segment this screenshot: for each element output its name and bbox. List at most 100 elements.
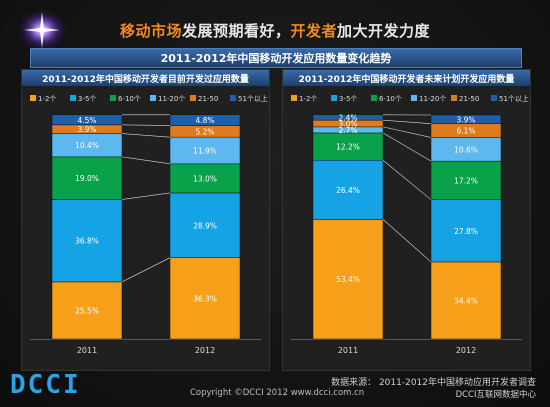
company-name: DCCI互联网数据中心 [455,390,536,400]
legend-item: 1-2个 [291,95,317,103]
data-label: 3.0% [338,120,357,129]
legend-item: 51个以上 [491,94,529,103]
legend-item: 3-5个 [70,95,96,103]
bar-segment [51,156,123,200]
bar-segment [169,114,241,126]
legend-label: 11-20个 [419,95,446,103]
category-label: 2011 [77,346,97,355]
legend-label: 51个以上 [238,94,268,103]
bar-segment [169,136,241,165]
legend-swatch [491,95,497,101]
legend-label: 11-20个 [158,95,185,103]
bar-segment [312,132,384,161]
connector-line [382,160,432,200]
legend-swatch [331,95,337,101]
bar-segment [169,257,241,340]
connector-line [121,133,171,138]
data-label: 2.7% [338,126,357,135]
panel-title-bar: 2011-2012年中国移动开发者目前开发过应用数量 [22,70,269,86]
data-label: 28.9% [193,221,217,230]
bar-segment [169,192,241,258]
dcci-logo: DCCI [10,370,81,400]
legend-label: 3-5个 [78,95,96,103]
data-label: 3.9% [456,115,475,124]
stacked-bar-chart-planned: 1-2个 3-5个 6-10个 11-20个 21-50 51个以上 53.4% 26.4% 1… [283,86,530,370]
legend-item: 3-5个 [331,95,357,103]
legend-item: 6-10个 [110,95,141,103]
bar-segment [169,163,241,194]
legend-item: 1-2个 [30,95,56,103]
connector-line [382,119,432,125]
data-label: 17.2% [454,176,478,185]
connector-line [121,192,171,200]
title-part: 开发者 [290,22,338,40]
title-part: 移动市场 [119,22,182,40]
data-label: 10.4% [75,141,99,150]
legend-swatch [70,95,76,101]
title-part: 发展预期看好， [181,22,291,40]
connector-line [382,126,432,138]
data-label: 5.2% [195,127,214,136]
legend-swatch [190,95,196,101]
connector-line [121,124,171,126]
chart-panel-current: 2011-2012年中国移动开发者目前开发过应用数量 1-2个 3-5个 6-10个… [21,69,270,371]
connector-line [121,156,171,165]
page-title: 移动市场发展预期看好，开发者加大开发力度 [0,20,550,41]
legend-label: 21-50 [198,95,218,103]
data-label: 6.1% [456,127,475,136]
data-label: 12.2% [336,143,360,152]
legend-item: 21-50 [451,95,479,103]
legend-label: 6-10个 [118,95,141,103]
data-label: 19.0% [75,174,99,183]
data-label: 10.6% [454,145,478,154]
bar-segment [312,159,384,220]
logo-text: DCCI [10,370,81,400]
legend-swatch [30,95,36,101]
copyright: Copyright ©DCCI 2012 www.dcci.com.cn [190,388,365,398]
subtitle: 2011-2012年中国移动开发应用数量变化趋势 [160,52,392,65]
data-label: 4.5% [77,116,96,125]
legend-label: 1-2个 [299,95,317,103]
legend-swatch [411,95,417,101]
legend-swatch [150,95,156,101]
legend-item: 6-10个 [371,95,402,103]
data-label: 34.4% [454,296,478,305]
data-label: 2.4% [338,113,357,122]
bar-segment [51,114,123,126]
data-label: 36.8% [75,237,99,246]
connector-line [382,132,432,162]
stacked-bar-chart-current: 1-2个 3-5个 6-10个 11-20个 21-50 51个以上 25.5% 36.8% 1… [22,86,269,370]
title-part: 加大开发力度 [337,22,431,40]
data-label: 36.3% [193,294,217,303]
data-label: 13.0% [193,174,217,183]
legend-swatch [371,95,377,101]
legend-swatch [110,95,116,101]
legend-label: 51个以上 [499,94,529,103]
legend-label: 21-50 [459,95,479,103]
legend-swatch [230,95,236,101]
legend-swatch [291,95,297,101]
data-label: 11.9% [193,147,217,156]
connector-line [382,219,432,263]
legend-item: 51个以上 [230,94,268,103]
bar-segment [430,114,502,124]
legend-label: 3-5个 [339,95,357,103]
connector-line [121,257,171,283]
bar-segment [51,199,123,283]
legend-item: 21-50 [190,95,218,103]
data-label: 27.8% [454,227,478,236]
category-label: 2011 [338,346,358,355]
legend-label: 6-10个 [379,95,402,103]
data-label: 4.8% [195,116,214,125]
legend-item: 11-20个 [411,95,446,103]
chart-panel-planned: 2011-2012年中国移动开发者未来计划开发应用数量 1-2个 3-5个 6-10… [282,69,531,371]
legend-label: 1-2个 [38,95,56,103]
bar-segment [312,114,384,121]
chart-title: 2011-2012年中国移动开发者未来计划开发应用数量 [298,75,515,85]
subtitle-banner: 2011-2012年中国移动开发应用数量变化趋势 [30,48,522,68]
legend-item: 11-20个 [150,95,185,103]
sparkle-logo-icon [16,8,68,52]
panel-title-bar: 2011-2012年中国移动开发者未来计划开发应用数量 [283,70,530,86]
data-label: 26.4% [336,186,360,195]
